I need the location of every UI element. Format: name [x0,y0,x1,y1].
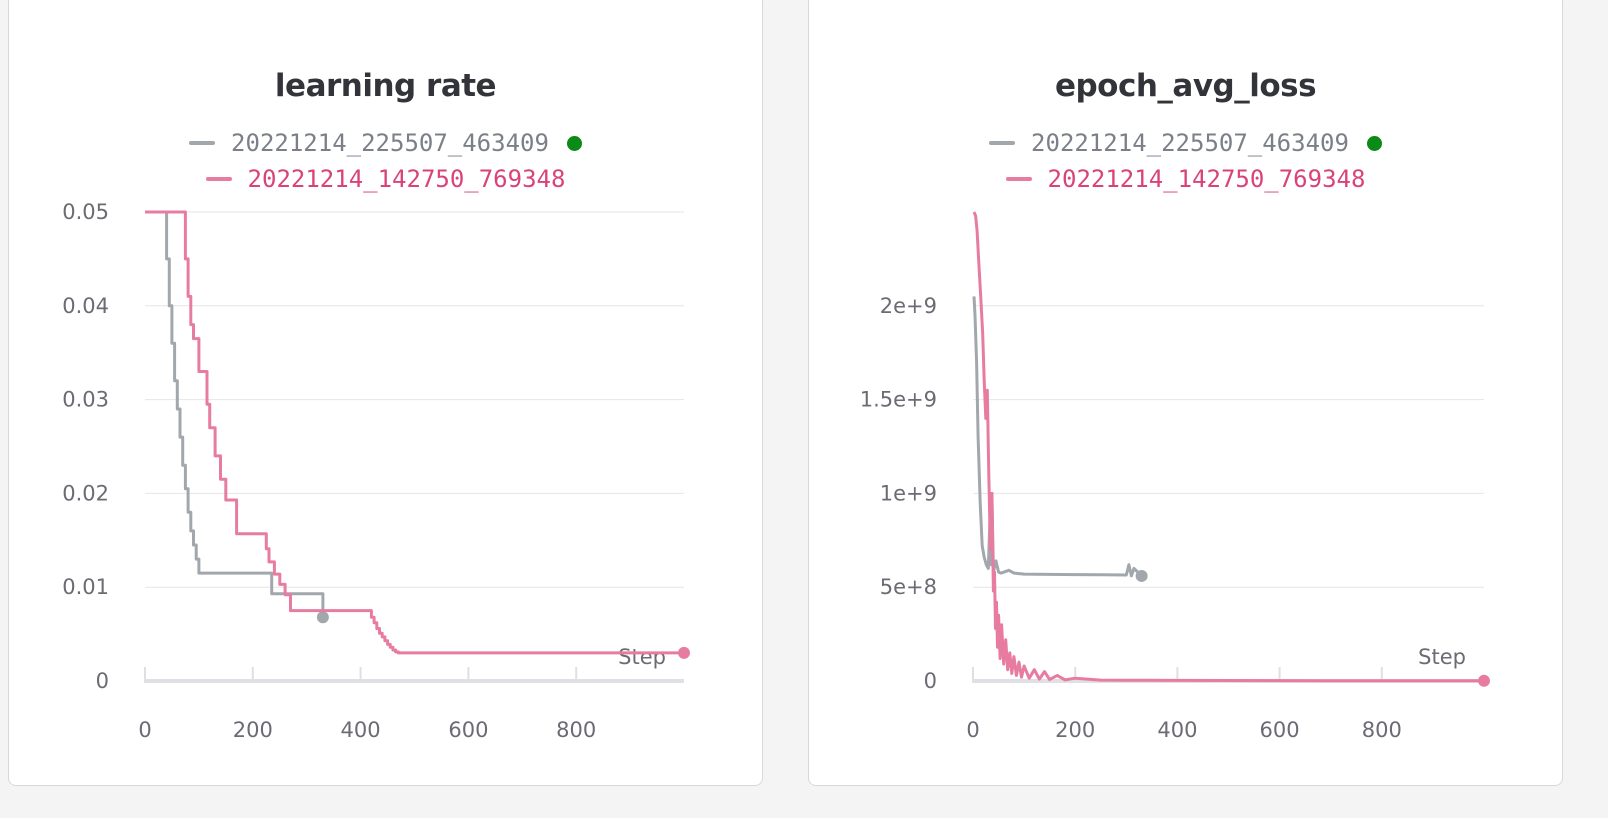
y-tick-label: 2e+9 [880,294,937,318]
x-tick-label: 0 [138,718,151,742]
chart-panel-epoch-avg-loss: epoch_avg_loss 20221214_225507_463409 20… [808,0,1563,786]
chart-title: epoch_avg_loss [1054,68,1317,104]
x-tick-label: 800 [556,718,596,742]
y-tick-label: 0.05 [62,200,109,224]
x-tick-label: 0 [966,718,979,742]
y-tick-label: 1.5e+9 [860,388,937,412]
series-line-0 [145,210,325,618]
series-end-marker-0 [316,611,329,624]
y-tick-label: 0 [96,669,109,693]
run-status-dot-icon [1366,135,1382,151]
y-tick-label: 0.02 [62,481,109,505]
series-end-marker-1 [678,646,690,659]
legend-label-series-1: 20221214_142750_769348 [1047,165,1366,193]
x-tick-label: 400 [1157,718,1197,742]
plot-area-epoch-avg-loss[interactable]: 0 5e+8 1e+9 1.5e+9 2e+9 0 200 400 600 800 Step [809,0,1564,787]
chart-panel-learning-rate: learning rate 20221214_225507_463409 202… [8,0,763,786]
legend-item-series-1[interactable]: 20221214_142750_769348 [9,161,762,197]
run-status-dot-icon [566,135,582,151]
legend-swatch-series-0 [189,141,216,145]
series-end-marker-0 [1135,569,1148,582]
legend-item-series-0[interactable]: 20221214_225507_463409 [809,125,1562,161]
y-tick-label: 0 [924,669,937,693]
x-tick-label: 400 [341,718,381,742]
legend-label-series-0: 20221214_225507_463409 [231,129,549,157]
legend: 20221214_225507_463409 20221214_142750_7… [9,125,762,197]
legend-item-series-1[interactable]: 20221214_142750_769348 [809,161,1562,197]
series-line-1 [972,211,1484,683]
legend-swatch-series-1 [1005,177,1032,181]
y-tick-label: 0.03 [62,388,109,412]
x-tick-label: 200 [1055,718,1095,742]
chart-title: learning rate [274,68,497,104]
series-line-1 [145,210,684,655]
x-tick-label: 600 [448,718,488,742]
y-tick-label: 5e+8 [880,575,937,599]
legend-item-series-0[interactable]: 20221214_225507_463409 [9,125,762,161]
x-tick-label: 600 [1260,718,1300,742]
legend-label-series-0: 20221214_225507_463409 [1031,129,1349,157]
y-tick-label: 0.04 [62,294,109,318]
series-line-0 [972,296,1143,578]
y-tick-label: 1e+9 [880,481,937,505]
plot-area-learning-rate[interactable]: 0 0.01 0.02 0.03 0.04 0.05 0 200 400 600 800 Step [9,0,764,787]
legend: 20221214_225507_463409 20221214_142750_7… [809,125,1562,197]
legend-swatch-series-0 [989,141,1016,145]
series-end-marker-1 [1478,674,1490,687]
legend-swatch-series-1 [205,177,232,181]
legend-label-series-1: 20221214_142750_769348 [247,165,566,193]
x-axis-label: Step [618,645,666,669]
y-tick-label: 0.01 [62,575,109,599]
x-axis-label: Step [1418,645,1466,669]
x-tick-label: 800 [1362,718,1402,742]
x-tick-label: 200 [233,718,273,742]
